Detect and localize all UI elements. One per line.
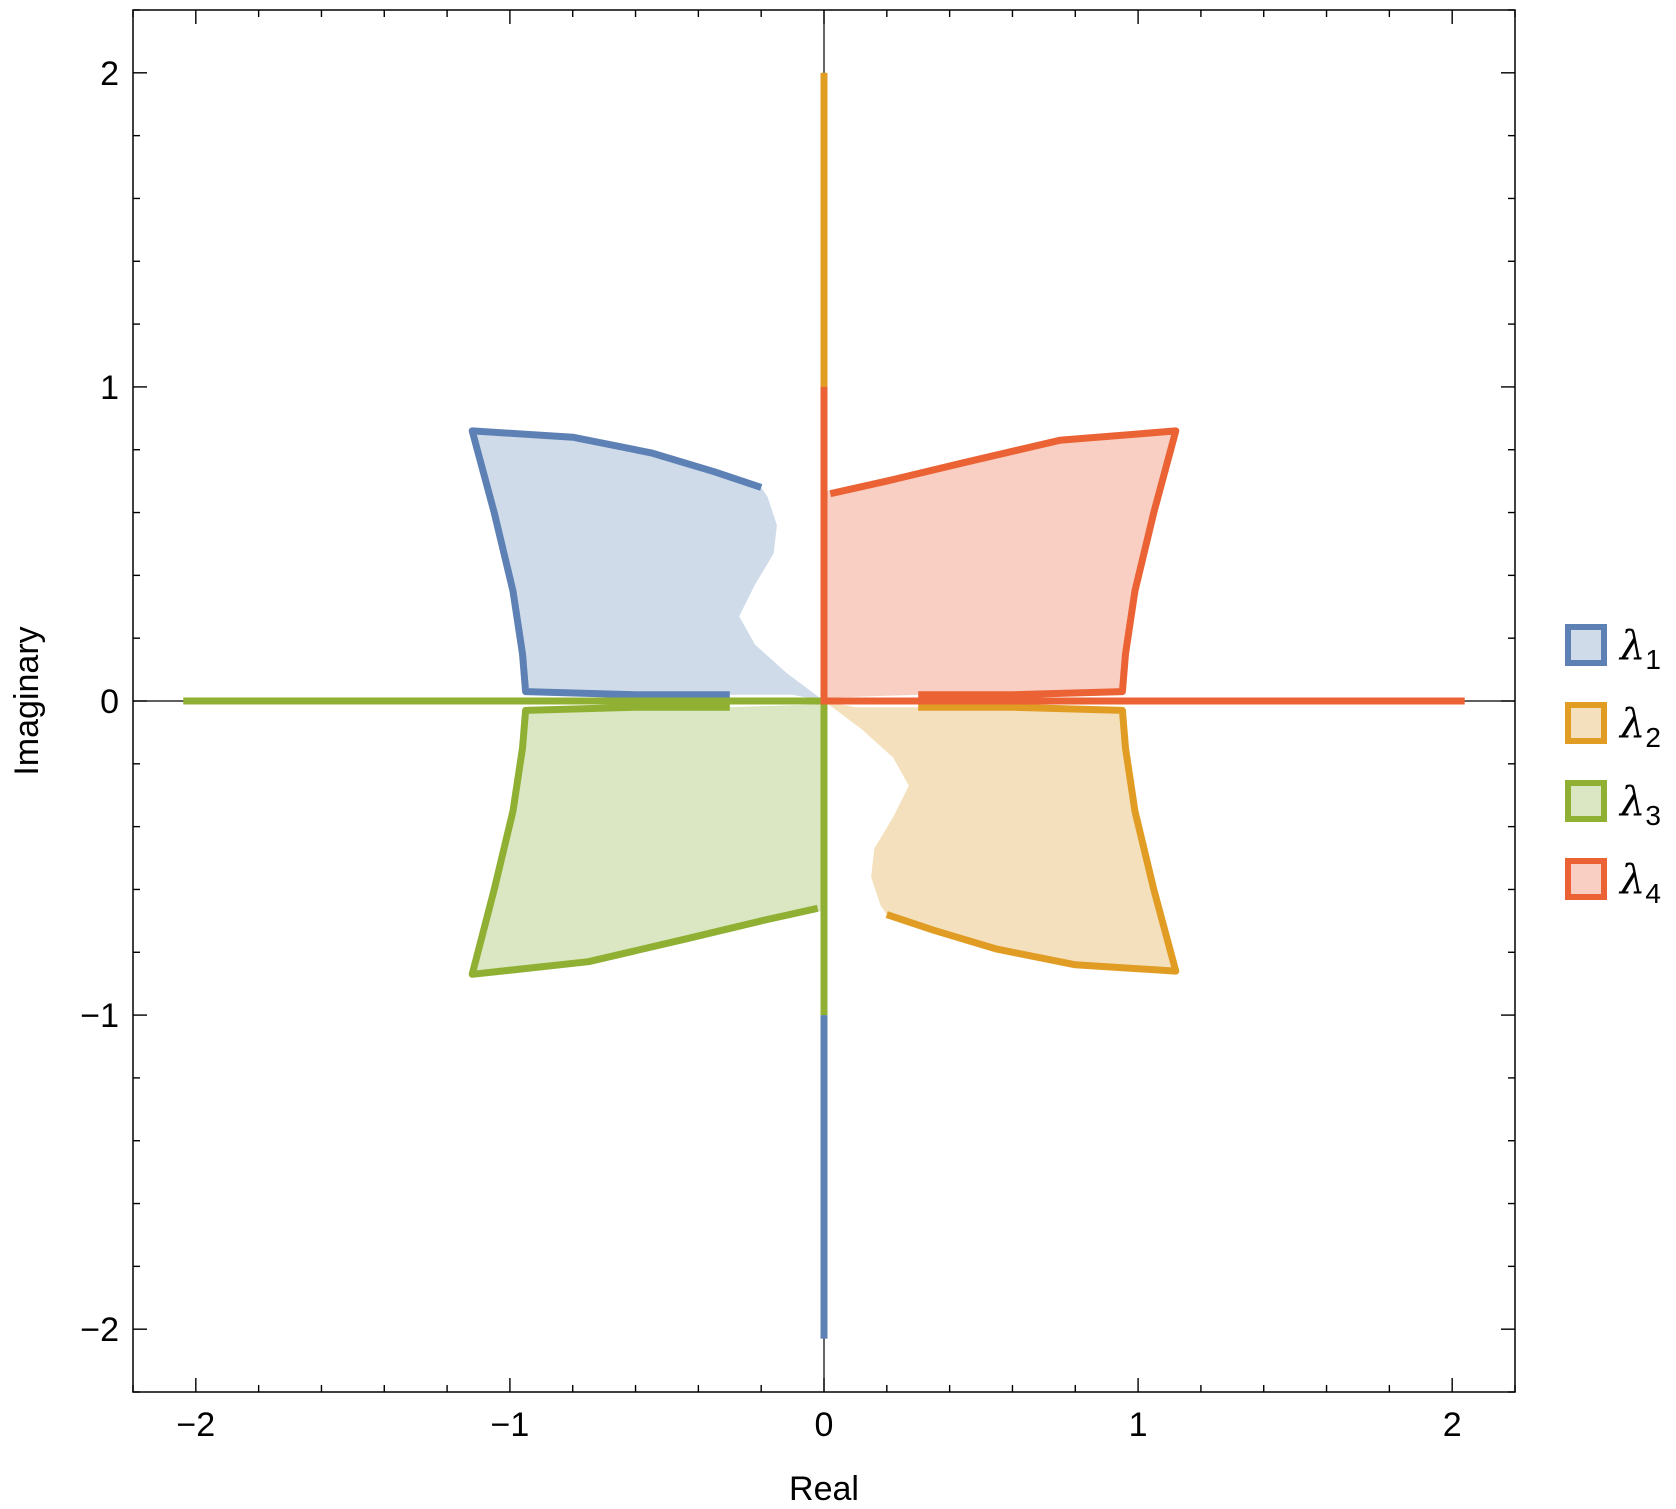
region-fill-3 — [472, 704, 824, 975]
axis-ticks — [132, 9, 1516, 1393]
region-fill-2 — [824, 701, 1176, 972]
legend-swatch-2 — [1565, 702, 1607, 744]
y-tick-label: 1 — [100, 369, 119, 407]
legend-label-main: λ — [1618, 779, 1645, 825]
legend-label-sub: 3 — [1645, 800, 1661, 831]
plot-frame — [132, 9, 1516, 1393]
x-tick-label: 2 — [1443, 1406, 1462, 1444]
legend-label-2: λ2 — [1618, 701, 1661, 753]
x-tick-label: 0 — [815, 1406, 834, 1444]
y-tick-label: 0 — [100, 683, 119, 721]
legend-swatch-3 — [1565, 780, 1607, 822]
region-borders — [468, 427, 1180, 978]
region-border-2 — [885, 703, 1180, 975]
legend-label-1: λ1 — [1618, 623, 1661, 675]
region-border-1 — [468, 427, 763, 699]
x-tick-label: −1 — [491, 1406, 530, 1444]
region-fills — [472, 430, 1176, 975]
legend-label-sub: 2 — [1645, 722, 1661, 753]
legend-label-4: λ4 — [1618, 857, 1661, 909]
legend-swatch-4 — [1565, 858, 1607, 900]
legend-label-main: λ — [1618, 701, 1645, 747]
y-axis-label: Imaginary — [8, 626, 46, 775]
x-axis-label: Real — [789, 1470, 859, 1508]
x-tick-label: 1 — [1129, 1406, 1148, 1444]
region-border-4 — [829, 427, 1180, 699]
tick-labels: −2 −1 0 1 2 −2 −1 0 1 2 — [80, 55, 1461, 1444]
legend-label-sub: 1 — [1645, 644, 1661, 675]
region-fill-1 — [472, 430, 824, 701]
y-tick-label: −2 — [80, 1311, 119, 1349]
branch-line-4 — [820, 386, 1465, 705]
y-tick-label: 2 — [100, 55, 119, 93]
legend-swatch-1 — [1565, 624, 1607, 666]
legend-label-sub: 4 — [1645, 878, 1661, 909]
region-fill-4 — [824, 430, 1176, 698]
y-tick-label: −1 — [80, 997, 119, 1035]
x-tick-label: −2 — [176, 1406, 215, 1444]
branch-lines — [183, 72, 1465, 1339]
region-border-3 — [468, 703, 819, 978]
legend-label-3: λ3 — [1618, 779, 1661, 831]
legend-label-main: λ — [1618, 857, 1645, 903]
legend-label-main: λ — [1618, 623, 1645, 669]
